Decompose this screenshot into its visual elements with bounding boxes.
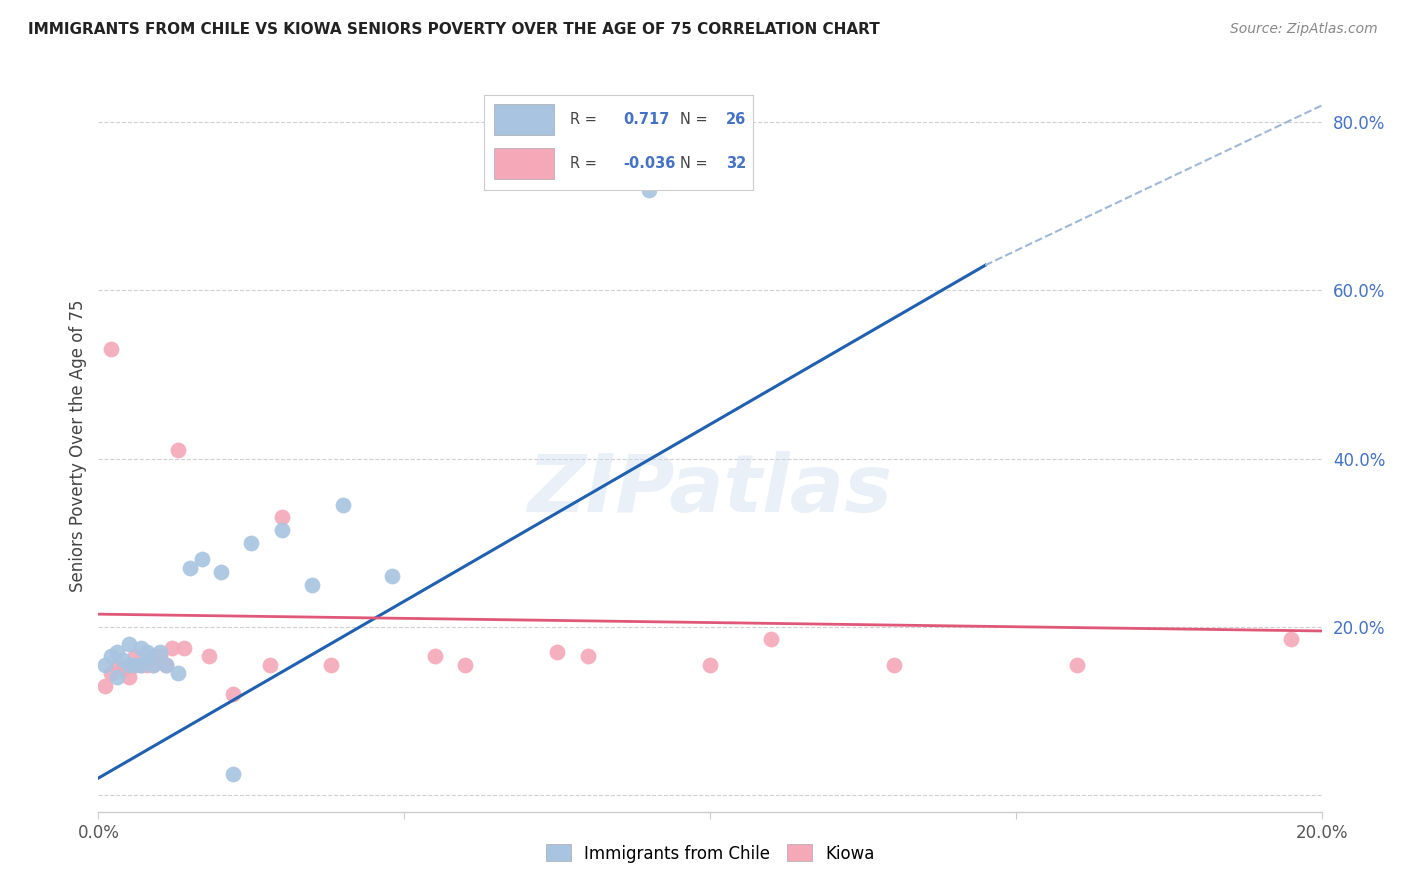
Text: ZIPatlas: ZIPatlas [527,450,893,529]
Point [129,657,152,672]
Point [637,183,661,197]
Point [179,561,201,575]
Point [124,657,146,672]
Point [197,649,219,664]
Point [136,657,159,672]
Point [222,767,245,781]
Point [129,657,152,672]
Point [142,657,165,672]
Point [105,670,128,684]
Point [118,636,141,650]
Point [546,645,568,659]
Point [240,535,263,549]
Point [883,657,905,672]
Point [142,657,165,672]
Point [142,649,165,664]
Y-axis label: Seniors Poverty Over the Age of 75: Seniors Poverty Over the Age of 75 [69,300,87,592]
Point [136,645,159,659]
Point [111,662,134,676]
Point [191,552,214,566]
Point [423,649,446,664]
Point [100,649,122,664]
Point [93,679,115,693]
Point [167,443,190,458]
Legend: Immigrants from Chile, Kiowa: Immigrants from Chile, Kiowa [538,838,882,869]
Point [167,665,190,680]
Point [118,670,141,684]
Point [301,578,323,592]
Point [155,657,177,672]
Point [270,510,292,524]
Point [1279,632,1302,647]
Point [93,657,115,672]
Point [1066,657,1088,672]
Point [149,645,172,659]
Point [124,649,146,664]
Point [173,640,195,655]
Point [270,523,292,537]
Point [576,649,599,664]
Point [381,569,404,583]
Point [160,640,183,655]
Point [319,657,342,672]
Text: Source: ZipAtlas.com: Source: ZipAtlas.com [1230,22,1378,37]
Point [100,665,122,680]
Point [149,649,172,664]
Point [105,657,128,672]
Point [699,657,721,672]
Point [759,632,782,647]
Point [105,645,128,659]
Point [222,687,245,701]
Point [118,657,141,672]
Point [124,657,146,672]
Point [454,657,477,672]
Point [155,657,177,672]
Point [259,657,281,672]
Text: IMMIGRANTS FROM CHILE VS KIOWA SENIORS POVERTY OVER THE AGE OF 75 CORRELATION CH: IMMIGRANTS FROM CHILE VS KIOWA SENIORS P… [28,22,880,37]
Point [129,640,152,655]
Point [332,498,354,512]
Point [149,653,172,667]
Point [136,649,159,664]
Point [111,653,134,667]
Point [100,343,122,357]
Point [209,565,232,579]
